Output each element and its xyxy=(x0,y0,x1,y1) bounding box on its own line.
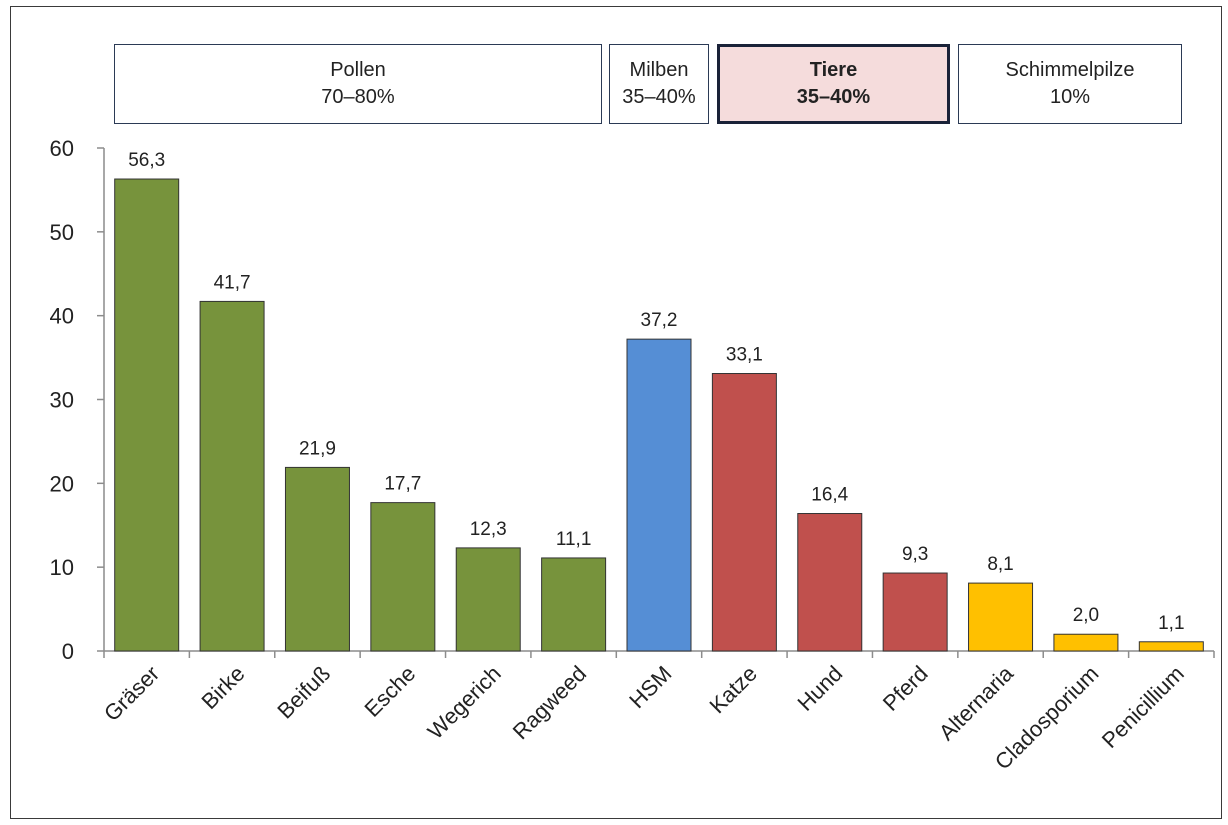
group-box-pollen: Pollen 70–80% xyxy=(114,44,602,124)
category-label: Gräser xyxy=(99,661,164,726)
bar-6 xyxy=(626,338,692,652)
group-share: 35–40% xyxy=(622,86,696,108)
group-box-milben: Milben 35–40% xyxy=(609,44,709,124)
group-name: Pollen xyxy=(330,59,386,81)
category-label: Beifuß xyxy=(272,661,335,724)
y-tick-label: 0 xyxy=(62,639,74,664)
category-label: Ragweed xyxy=(508,661,591,744)
bar-2 xyxy=(284,466,350,652)
value-label: 41,7 xyxy=(214,272,251,293)
value-label: 1,1 xyxy=(1158,613,1184,634)
category-label: Esche xyxy=(359,661,420,722)
group-name: Schimmelpilze xyxy=(1005,59,1135,81)
bar-10 xyxy=(968,582,1034,652)
group-share: 10% xyxy=(1049,86,1091,108)
value-label: 33,1 xyxy=(726,345,763,366)
value-label: 11,1 xyxy=(556,529,592,550)
value-label: 2,0 xyxy=(1073,605,1099,626)
value-label: 37,2 xyxy=(641,310,678,331)
y-tick-label: 50 xyxy=(50,220,74,245)
category-label: Katze xyxy=(704,661,761,718)
chart-frame xyxy=(10,6,1222,819)
category-label: Alternaria xyxy=(934,660,1019,745)
bar-12 xyxy=(1138,641,1204,652)
value-label: 9,3 xyxy=(902,544,928,565)
category-label: Birke xyxy=(196,661,249,714)
y-tick-label: 40 xyxy=(50,304,74,329)
y-tick-label: 30 xyxy=(50,388,74,413)
value-label: 8,1 xyxy=(987,554,1013,575)
bar-11 xyxy=(1053,633,1119,652)
bar-3 xyxy=(370,502,436,652)
y-tick-label: 60 xyxy=(50,136,74,161)
bar-8 xyxy=(797,513,863,652)
category-label: Hund xyxy=(792,661,847,716)
bar-0 xyxy=(114,178,180,652)
group-share: 35–40% xyxy=(796,86,871,108)
group-box-schimmelpilze: Schimmelpilze 10% xyxy=(958,44,1182,124)
value-label: 56,3 xyxy=(128,150,165,171)
y-tick-label: 10 xyxy=(50,555,74,580)
category-label: HSM xyxy=(624,661,676,713)
group-share: 70–80% xyxy=(321,86,395,108)
bar-7 xyxy=(711,373,777,652)
bar-1 xyxy=(199,300,265,652)
bar-5 xyxy=(541,557,607,652)
category-label: Pferd xyxy=(878,661,933,716)
group-name: Milben xyxy=(629,59,689,81)
bar-9 xyxy=(882,572,948,652)
y-tick-label: 20 xyxy=(50,471,74,496)
bar-4 xyxy=(455,547,521,652)
group-name: Tiere xyxy=(809,59,858,81)
value-label: 17,7 xyxy=(384,474,421,495)
category-label: Wegerich xyxy=(423,661,506,744)
category-label: Penicillium xyxy=(1097,661,1189,753)
value-label: 12,3 xyxy=(470,519,507,540)
value-label: 21,9 xyxy=(299,438,336,459)
value-label: 16,4 xyxy=(811,485,848,506)
group-box-tiere: Tiere 35–40% xyxy=(717,44,950,124)
